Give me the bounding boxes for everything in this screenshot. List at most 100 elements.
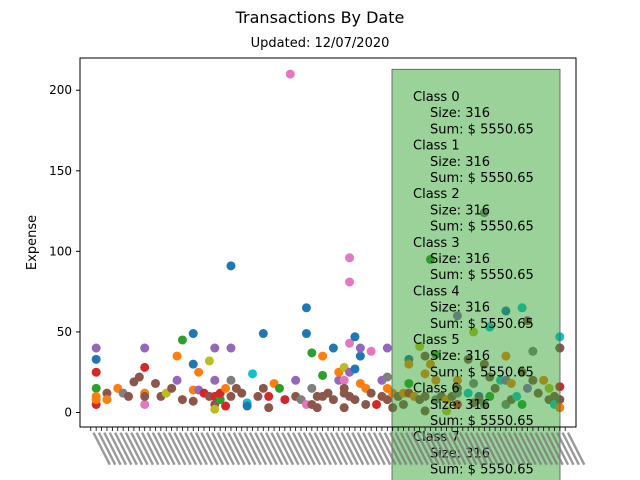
class-panel bbox=[391, 68, 561, 480]
data-point bbox=[517, 367, 527, 377]
class-label: Class 5 bbox=[413, 333, 460, 348]
x-tick-label bbox=[539, 432, 559, 466]
class-size: Size: 316 bbox=[430, 349, 490, 364]
x-tick-label bbox=[237, 432, 257, 466]
data-point bbox=[264, 391, 274, 401]
x-tick-label bbox=[119, 432, 138, 466]
axis-frame-layer: 0 50 100 150 200 Expense bbox=[25, 57, 586, 466]
x-tick-label bbox=[103, 432, 122, 466]
x-tick-label bbox=[264, 432, 284, 466]
data-point bbox=[501, 351, 511, 361]
data-point bbox=[350, 332, 360, 342]
data-point bbox=[512, 391, 522, 401]
data-point bbox=[425, 359, 435, 369]
x-tick-label bbox=[157, 432, 176, 466]
data-point bbox=[226, 343, 236, 353]
class-sum: Sum: $ 5550.65 bbox=[430, 414, 534, 429]
data-point bbox=[258, 383, 268, 393]
data-point bbox=[124, 391, 134, 401]
x-tick-label bbox=[372, 432, 392, 466]
data-point bbox=[140, 391, 150, 401]
x-tick-label bbox=[124, 432, 144, 466]
x-tick-label bbox=[135, 432, 155, 466]
x-tick-label bbox=[421, 432, 440, 466]
x-tick-label bbox=[367, 432, 386, 466]
data-point bbox=[490, 383, 500, 393]
data-point bbox=[501, 306, 511, 316]
data-point bbox=[452, 375, 462, 385]
x-tick-label bbox=[356, 432, 376, 466]
data-point bbox=[479, 359, 489, 369]
data-point bbox=[355, 351, 365, 361]
x-tick-label bbox=[383, 432, 403, 466]
x-tick-label bbox=[340, 432, 359, 466]
data-point bbox=[506, 378, 516, 388]
data-point bbox=[140, 343, 150, 353]
data-point bbox=[533, 388, 543, 398]
data-point bbox=[91, 367, 101, 377]
x-tick-label bbox=[523, 432, 543, 466]
y-tick-label: 200 bbox=[49, 83, 72, 97]
x-tick-label bbox=[378, 432, 397, 466]
class-label: Class 4 bbox=[413, 284, 460, 299]
x-tick-label bbox=[442, 432, 462, 466]
data-point bbox=[172, 351, 182, 361]
data-point bbox=[307, 348, 317, 358]
data-point bbox=[345, 277, 355, 287]
y-axis-label: Expense bbox=[25, 215, 40, 270]
x-tick-label bbox=[324, 432, 343, 466]
data-point bbox=[188, 329, 198, 339]
x-tick-label bbox=[194, 432, 214, 466]
data-point bbox=[463, 354, 473, 364]
data-point bbox=[522, 316, 532, 326]
data-point bbox=[355, 343, 365, 353]
data-point bbox=[420, 369, 430, 379]
data-point bbox=[221, 383, 231, 393]
x-tick-label bbox=[200, 432, 219, 466]
x-tick-label bbox=[184, 432, 203, 466]
x-tick-label bbox=[254, 432, 273, 466]
data-point bbox=[479, 208, 489, 218]
x-tick-label bbox=[151, 432, 171, 466]
data-point bbox=[204, 356, 214, 366]
x-tick-label bbox=[529, 432, 548, 466]
data-point bbox=[328, 395, 338, 405]
x-tick-label bbox=[167, 432, 187, 466]
y-tick-label: 50 bbox=[57, 325, 72, 339]
x-tick-label bbox=[388, 432, 408, 466]
data-point bbox=[301, 303, 311, 313]
data-point bbox=[366, 346, 376, 356]
x-tick-label bbox=[566, 432, 586, 466]
data-point bbox=[382, 395, 392, 405]
class-size: Size: 316 bbox=[430, 203, 490, 218]
x-tick-label bbox=[205, 432, 225, 466]
data-point bbox=[221, 401, 231, 411]
x-tick-label bbox=[550, 432, 570, 466]
data-point bbox=[372, 399, 382, 409]
x-tick-label bbox=[216, 432, 235, 466]
data-point bbox=[274, 383, 284, 393]
x-tick-label bbox=[308, 432, 327, 466]
data-point bbox=[388, 403, 398, 413]
data-point bbox=[544, 383, 554, 393]
data-point bbox=[345, 338, 355, 348]
data-point bbox=[382, 343, 392, 353]
x-tick-label bbox=[459, 432, 478, 466]
data-point bbox=[91, 383, 101, 393]
x-tick-label bbox=[113, 432, 133, 466]
x-tick-label bbox=[496, 432, 516, 466]
x-tick-label bbox=[361, 432, 381, 466]
x-tick-label bbox=[221, 432, 241, 466]
x-tick-label bbox=[259, 432, 279, 466]
data-point bbox=[91, 354, 101, 364]
data-point bbox=[237, 388, 247, 398]
x-tick-label bbox=[399, 432, 419, 466]
data-point bbox=[253, 391, 263, 401]
x-tick-label bbox=[453, 432, 473, 466]
x-tick-label bbox=[130, 432, 149, 466]
data-point bbox=[442, 406, 452, 416]
data-point bbox=[425, 254, 435, 264]
x-tick-label bbox=[211, 432, 230, 466]
